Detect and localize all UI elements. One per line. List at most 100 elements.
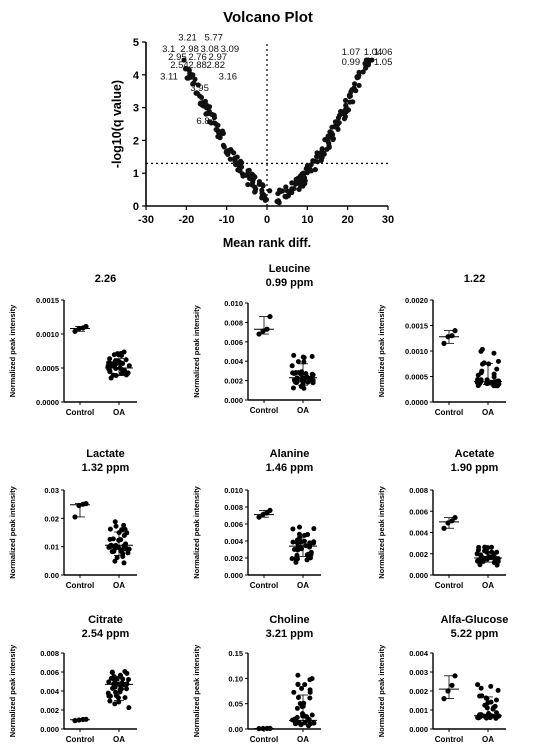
volcano-point [356,72,362,79]
oa-point [307,555,313,561]
volcano-point [276,187,283,193]
oa-point [113,689,119,695]
dot-plot-y-tick-label: 0.008 [409,486,428,495]
oa-point [290,385,296,391]
oa-point [112,558,118,564]
dot-plot-7: Citrate 2.54 ppm 0.000 0.002 0.004 0.006 0.008… [8,614,137,744]
oa-point [126,705,132,711]
volcano-point [234,154,240,160]
dot-plot-y-tick-label: 0.000 [409,571,428,580]
volcano-point [318,157,324,164]
volcano-point [342,97,349,104]
oa-point [301,385,307,391]
volcano-annotation: 0.99 [342,57,361,68]
oa-point [111,548,117,554]
dot-plot-4: Lactate 1.32 ppm 0.00 0.01 0.02 0.03 Normalize… [8,448,137,590]
volcano-point [363,57,369,63]
dot-plot-subtitle: 1.46 ppm [266,462,314,474]
oa-point [495,687,501,693]
volcano-point [304,170,310,176]
dot-plot-8: Choline 3.21 ppm 0.00 0.05 0.10 0.15 Normalize… [192,614,321,744]
dot-plot-y-tick-label: 0.004 [224,357,244,366]
dot-plot-y-tick-label: 0.0020 [405,296,428,305]
volcano-point [190,81,196,87]
dot-plot-subtitle: 1.90 ppm [451,462,499,474]
volcano-point [350,99,356,105]
oa-point [110,536,116,542]
oa-point [488,683,494,689]
volcano-y-tick-label: 1 [133,168,139,180]
oa-point [123,357,129,363]
volcano-annotation: 6.84 [196,116,215,127]
dot-plot-subtitle: 5.22 ppm [451,628,499,640]
oa-point [311,526,317,532]
dot-plot-2: Leucine 0.99 ppm 0.000 0.002 0.004 0.006 0.008… [192,263,321,415]
oa-point [296,531,302,537]
volcano-point [252,174,258,180]
volcano-annotation: 2.76 [188,52,207,63]
oa-point [110,685,116,691]
oa-point [119,370,125,376]
volcano-point [223,149,230,155]
control-point [452,328,458,334]
dot-plot-y-tick-label: 0.008 [40,649,59,658]
oa-point [307,540,313,546]
oa-point [491,350,497,356]
volcano-point [215,122,221,128]
dot-plot-y-label: Normalized peak intensity [377,485,386,578]
oa-point [112,701,118,707]
dot-plot-x-tick-label: Control [250,735,278,744]
dot-plot-subtitle: 1.32 ppm [82,462,130,474]
oa-point [311,540,317,546]
volcano-x-tick-label: -20 [178,214,194,226]
volcano-point [284,188,291,194]
volcano-point [209,111,215,117]
volcano-y-tick-label: 4 [133,70,140,82]
volcano-annotation: 1.04 [364,47,383,58]
dot-plot-x-tick-label: Control [66,408,94,417]
dot-plot-x-tick-label: Control [66,581,94,590]
oa-point [290,539,296,545]
volcano-point [195,82,201,88]
volcano-point [237,168,243,174]
dot-plot-y-tick-label: 0.05 [228,700,243,709]
oa-point [479,346,485,352]
dot-plot-y-tick-label: 0.002 [40,706,59,715]
dot-plot-y-tick-label: 0.002 [224,554,243,563]
dot-plot-y-label: Normalized peak intensity [192,485,201,578]
dot-plot-subtitle: 3.21 ppm [266,628,314,640]
oa-point [105,690,111,696]
oa-point [121,560,127,566]
dot-plot-y-tick-label: 0.0010 [405,347,428,356]
dot-plot-y-label: Normalized peak intensity [8,644,17,737]
oa-point [122,669,128,675]
volcano-point [215,128,222,134]
oa-point [107,367,113,373]
dot-plot-y-tick-label: 0.000 [224,396,243,405]
volcano-point [343,102,349,108]
dot-plot-y-tick-label: 0.10 [228,674,243,683]
volcano-point [267,188,273,194]
volcano-point [285,193,291,199]
oa-point [120,554,126,560]
dot-plot-y-tick-label: 0.008 [224,503,243,512]
oa-point [307,695,313,701]
oa-point [123,545,129,551]
oa-point [114,555,120,561]
oa-point [492,703,498,709]
volcano-point [360,69,366,75]
volcano-title: Volcano Plot [223,9,313,26]
oa-point [299,686,305,692]
dot-plot-y-tick-label: 0.008 [224,318,243,327]
dot-plot-y-tick-label: 0.006 [40,668,59,677]
dot-plot-x-tick-label: OA [113,735,125,744]
oa-point [305,379,311,385]
dot-plot-x-tick-label: OA [482,408,494,417]
volcano-point [308,168,314,174]
dot-plot-1: 2.26 0.0000 0.0005 0.0010 0.0015 Normalized p… [8,273,137,417]
oa-point [294,540,300,546]
oa-point [124,686,130,692]
oa-point [496,381,502,387]
oa-point [106,679,112,685]
